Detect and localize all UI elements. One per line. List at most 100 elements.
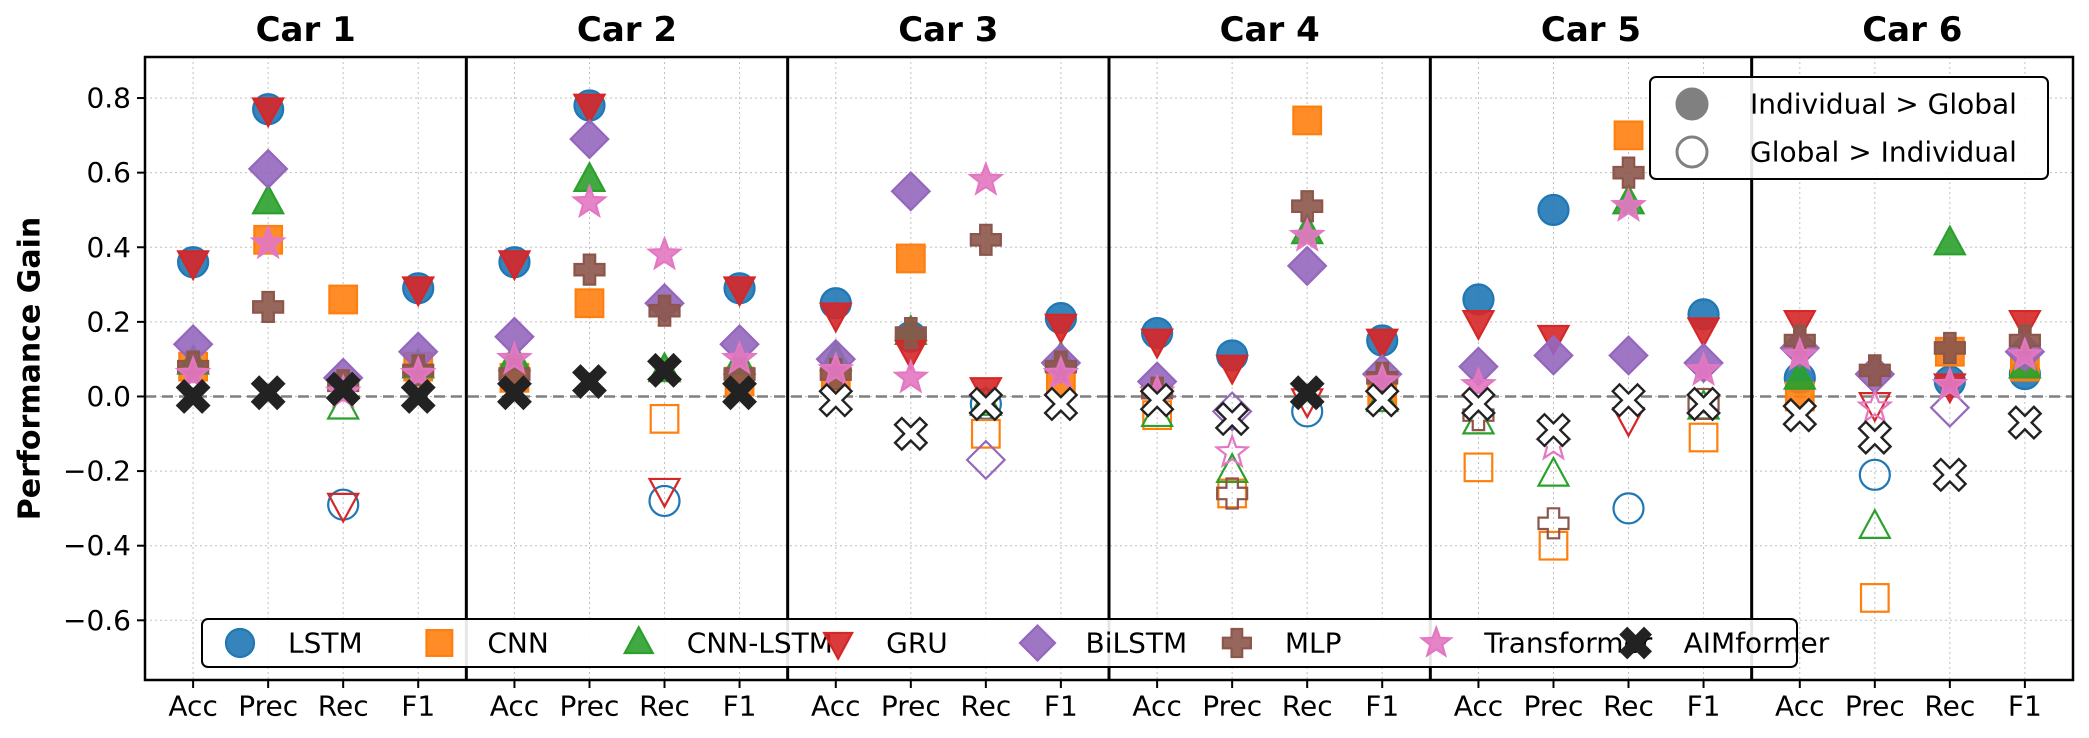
data-point-aimformer	[175, 379, 211, 414]
data-point-aimformer	[2007, 405, 2043, 441]
panel-title: Car 6	[1862, 10, 1962, 50]
data-point-bilstm	[890, 170, 932, 212]
data-point-transformer	[1460, 365, 1497, 401]
data-point-transformer	[892, 358, 930, 394]
data-point-aimformer	[1686, 386, 1721, 422]
data-point-cnn	[1463, 452, 1494, 483]
data-point-transformer	[721, 339, 758, 375]
legend-label: BiLSTM	[1086, 627, 1188, 660]
data-point-cnn	[1859, 583, 1890, 613]
data-point-mlp	[1291, 190, 1324, 223]
data-point-aimformer	[1461, 386, 1496, 422]
fill-legend-label: Global > Individual	[1750, 136, 2017, 169]
legend-label: AIMformer	[1684, 627, 1830, 660]
data-point-transformer	[249, 224, 287, 260]
data-point-mlp	[648, 294, 681, 327]
data-point-gru	[572, 93, 607, 125]
data-point-aimformer	[1289, 375, 1325, 411]
data-point-bilstm	[1533, 335, 1574, 376]
data-point-transformer	[571, 183, 608, 219]
data-point-mlp	[252, 290, 285, 324]
legend-marker-cnn	[425, 629, 454, 657]
data-point-gru	[1215, 354, 1250, 386]
data-point-gru	[722, 276, 757, 308]
data-point-cnn	[1613, 120, 1644, 151]
legend-label: MLP	[1285, 627, 1342, 660]
x-tick-label: F1	[1365, 690, 1399, 723]
data-point-mlp	[573, 253, 606, 286]
legend-marker-transformer	[1418, 624, 1454, 658]
x-tick-label: Prec	[238, 690, 298, 723]
x-tick-label: Prec	[1524, 690, 1584, 723]
data-point-cnn	[574, 288, 605, 319]
data-point-aimformer	[647, 352, 682, 388]
data-point-transformer	[1610, 186, 1647, 222]
data-point-lstm	[1858, 458, 1891, 491]
data-point-cnn	[1538, 530, 1569, 561]
legend-label: LSTM	[288, 627, 363, 660]
legend-marker-aimformer	[1619, 626, 1653, 660]
y-tick-label: 0.8	[86, 82, 131, 115]
data-point-cnn	[1292, 105, 1323, 136]
panel-title: Car 2	[577, 10, 677, 50]
data-point-aimformer	[1932, 457, 1968, 493]
data-point-aimformer	[1214, 401, 1250, 437]
plot-frame	[143, 55, 2075, 682]
data-point-bilstm	[1929, 387, 1971, 428]
data-point-aimformer	[893, 416, 929, 452]
x-tick-label: Acc	[1454, 690, 1503, 723]
data-point-mlp	[1933, 331, 1966, 365]
data-point-aimformer	[400, 379, 436, 414]
data-point-bilstm	[1286, 245, 1328, 287]
data-point-gru	[818, 302, 853, 334]
data-point-cnn-lstm	[1215, 451, 1250, 483]
panel-title: Car 5	[1541, 10, 1641, 50]
panel-title: Car 3	[898, 10, 998, 50]
x-tick-label: Prec	[560, 690, 620, 723]
data-point-mlp	[1858, 354, 1891, 387]
data-point-aimformer	[1536, 412, 1571, 448]
data-point-mlp	[1612, 156, 1645, 189]
x-tick-label: Acc	[168, 690, 217, 723]
legend-marker-cnn-lstm	[622, 625, 655, 655]
legend-marker-mlp	[1221, 627, 1252, 659]
data-point-mlp	[969, 223, 1002, 256]
data-point-transformer	[1685, 350, 1722, 387]
legend-label: CNN	[487, 627, 548, 660]
hollow-marker-key	[1675, 135, 1709, 169]
data-point-aimformer	[818, 382, 854, 418]
y-tick-label: 0.2	[86, 305, 131, 338]
x-tick-label: F1	[1044, 690, 1078, 723]
x-tick-label: Prec	[1202, 690, 1262, 723]
data-point-transformer	[1931, 365, 1969, 401]
x-tick-label: Rec	[1924, 690, 1975, 723]
x-tick-label: Acc	[490, 690, 539, 723]
data-point-bilstm	[569, 118, 610, 160]
x-tick-label: Rec	[318, 690, 369, 723]
data-point-gru	[1140, 328, 1174, 360]
data-point-cnn	[328, 284, 359, 315]
x-tick-label: F1	[2008, 690, 2042, 723]
y-tick-label: 0.4	[86, 231, 131, 264]
data-point-gru	[1044, 313, 1078, 345]
data-point-cnn	[970, 418, 1001, 449]
x-tick-label: Rec	[1282, 690, 1333, 723]
data-point-cnn	[1217, 478, 1248, 509]
data-point-transformer	[496, 339, 533, 375]
y-tick-label: 0.6	[86, 156, 131, 189]
x-tick-label: Acc	[811, 690, 860, 723]
x-tick-label: Rec	[639, 690, 690, 723]
data-point-bilstm	[1608, 335, 1649, 376]
y-tick-label: −0.6	[63, 604, 131, 637]
data-point-gru	[1686, 317, 1721, 349]
data-point-transformer	[1042, 354, 1080, 390]
legend-marker-gru	[822, 631, 854, 661]
data-point-transformer	[646, 235, 683, 271]
data-point-aimformer	[1782, 397, 1818, 433]
data-point-aimformer	[572, 364, 607, 400]
data-point-cnn-lstm	[1857, 507, 1892, 539]
data-point-aimformer	[497, 375, 532, 411]
data-point-gru	[647, 477, 682, 509]
data-point-transformer	[967, 160, 1005, 196]
